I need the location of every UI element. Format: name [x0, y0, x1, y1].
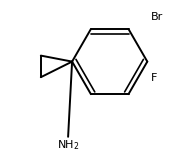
Text: NH$_2$: NH$_2$ [57, 139, 79, 152]
Text: F: F [151, 73, 158, 83]
Text: Br: Br [151, 12, 163, 22]
